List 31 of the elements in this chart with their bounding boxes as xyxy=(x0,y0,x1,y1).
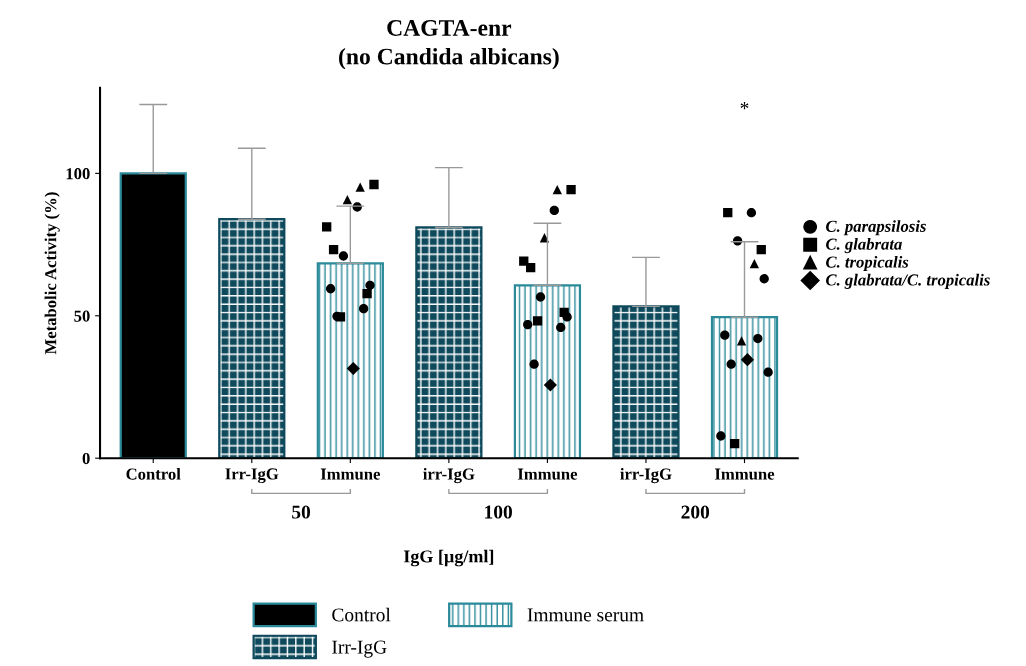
y-tick-label: 100 xyxy=(66,168,90,180)
chart-subtitle: (no Candida albicans) xyxy=(339,47,559,70)
bar xyxy=(316,262,384,459)
text: 100 xyxy=(485,505,512,519)
chart-title: CAGTA-enr xyxy=(387,20,512,36)
legend-label: Control xyxy=(332,607,391,622)
x-tick-label: Control xyxy=(126,467,181,480)
y-tick-label: 0 xyxy=(82,452,90,465)
bar xyxy=(218,218,286,459)
legend-label: C. parapsilosis xyxy=(826,220,926,236)
x-tick-label: irr-IgG xyxy=(620,467,672,484)
legend-label: C. tropicalis xyxy=(826,255,909,272)
bar xyxy=(415,226,483,459)
legend-label: C. glabrata/C. tropicalis xyxy=(826,273,990,289)
legend-label: Irr-IgG xyxy=(332,640,387,658)
x-tick-label: Immune xyxy=(517,468,578,480)
x-tick-label: Immune xyxy=(714,468,775,480)
x-tick-label: Irr-IgG xyxy=(225,468,279,484)
bar xyxy=(612,305,680,459)
x-tick-label: Immune xyxy=(320,468,380,480)
text: 200 xyxy=(681,505,710,519)
text: 50 xyxy=(292,505,311,519)
y-axis-title: Metabolic Activity (%) xyxy=(44,192,60,355)
x-tick-label: irr-IgG xyxy=(423,467,475,484)
annotation: * xyxy=(740,102,749,110)
x-axis-title: IgG [µg/ml] xyxy=(403,549,494,567)
legend-label: Immune serum xyxy=(527,608,644,622)
y-tick-label: 50 xyxy=(74,310,90,322)
bar xyxy=(513,284,582,459)
legend-label: C. glabrata xyxy=(826,238,902,254)
bar xyxy=(710,316,779,459)
